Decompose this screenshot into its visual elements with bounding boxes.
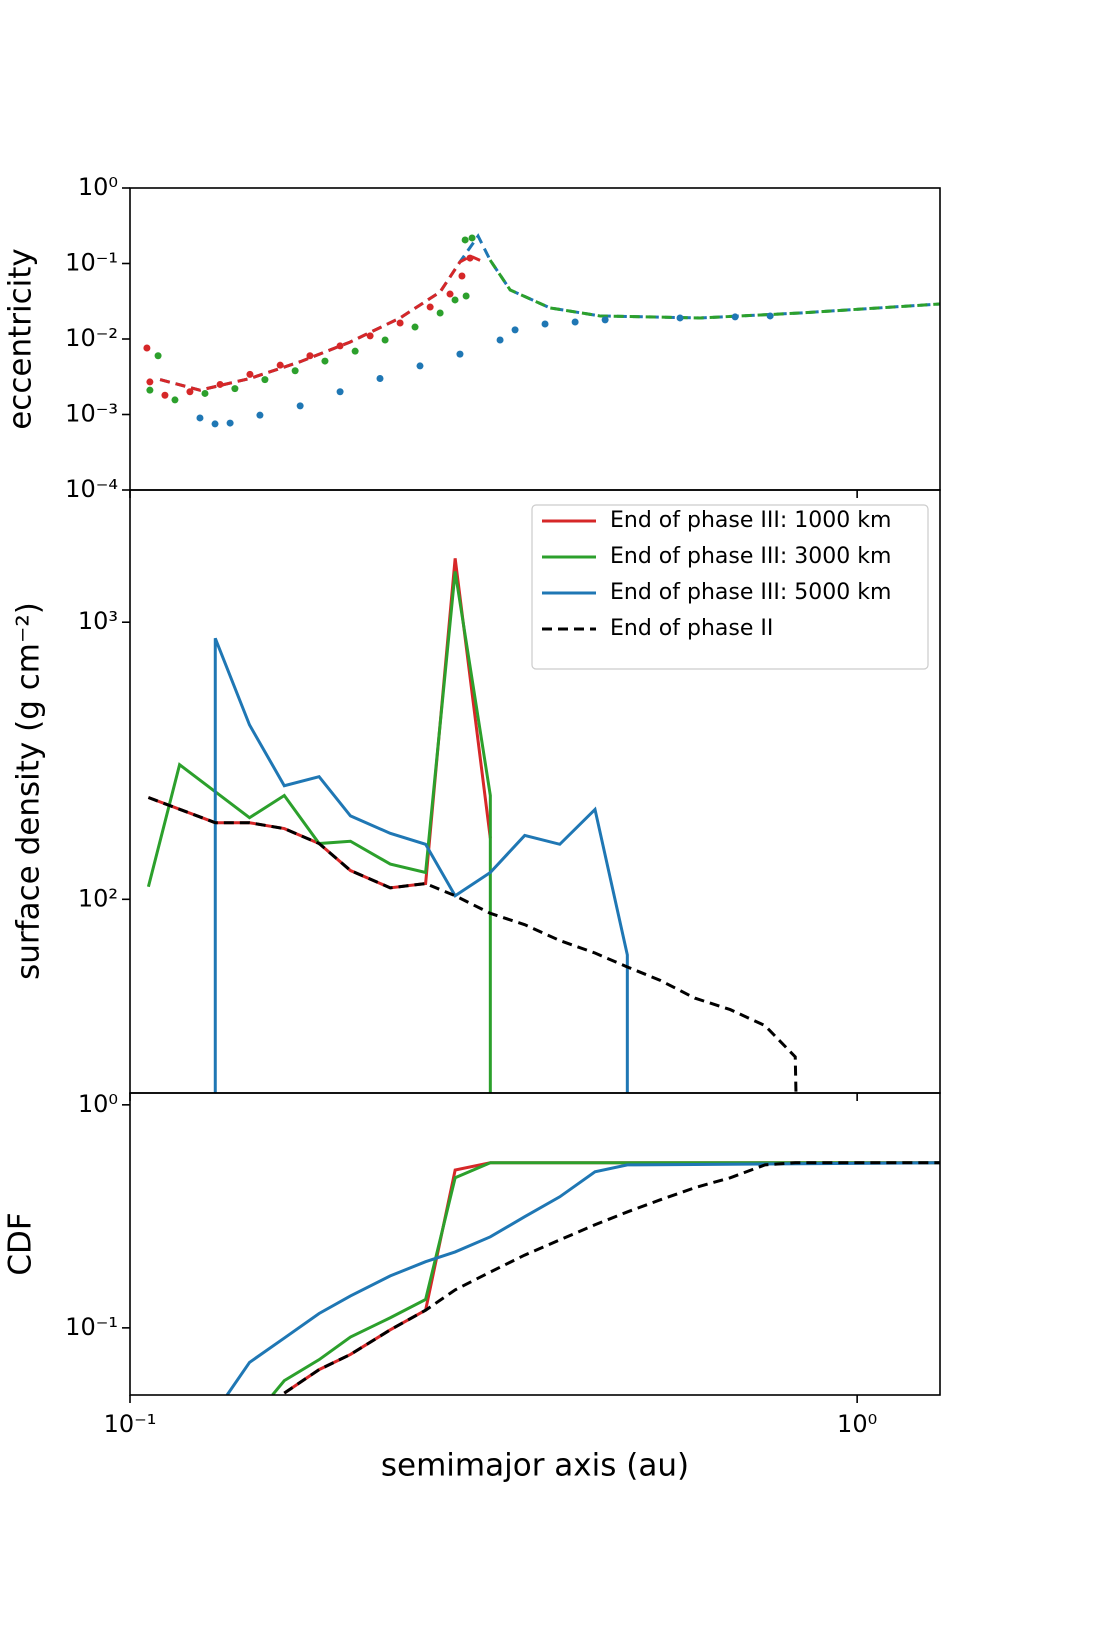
legend-label: End of phase II — [610, 616, 773, 641]
data-point — [161, 391, 169, 399]
data-point — [458, 272, 466, 280]
series-line — [159, 254, 481, 392]
y-axis-label: surface density (g cm⁻²) — [11, 602, 47, 980]
y-tick-label: 10⁻¹ — [65, 249, 118, 277]
data-point — [296, 402, 304, 410]
data-point — [154, 352, 162, 360]
data-point — [366, 332, 374, 340]
plot-area — [225, 1161, 940, 1395]
data-point — [261, 376, 269, 384]
data-point — [201, 389, 209, 397]
series-line — [225, 1161, 940, 1395]
y-tick-label: 10⁻⁴ — [65, 475, 118, 503]
data-point — [496, 336, 504, 344]
data-point — [146, 386, 154, 394]
x-tick-label: 10⁰ — [837, 1410, 877, 1438]
y-tick-label: 10⁻² — [65, 324, 118, 352]
data-point — [541, 320, 549, 328]
data-point — [143, 344, 151, 352]
data-point — [571, 318, 579, 326]
series-line — [159, 233, 940, 392]
data-point — [306, 352, 314, 360]
data-point — [511, 326, 519, 334]
data-point — [171, 396, 179, 404]
axes-frame — [129, 187, 941, 491]
data-point — [456, 350, 464, 358]
data-point — [216, 380, 224, 388]
plot-area — [143, 233, 940, 428]
data-point — [146, 378, 154, 386]
y-tick-label: 10³ — [78, 607, 118, 635]
y-tick-label: 10⁰ — [78, 173, 118, 201]
y-tick-label: 10⁰ — [78, 1090, 118, 1118]
y-axis-label: eccentricity — [3, 248, 39, 430]
data-point — [731, 313, 739, 321]
data-point — [186, 388, 194, 396]
series-line — [283, 1161, 940, 1395]
series-line — [271, 1161, 940, 1395]
data-point — [436, 309, 444, 317]
y-axis-label: CDF — [3, 1212, 39, 1275]
data-point — [231, 385, 239, 393]
data-point — [461, 236, 469, 244]
legend-label: End of phase III: 1000 km — [610, 508, 891, 533]
data-point — [411, 323, 419, 331]
data-point — [416, 362, 424, 370]
data-point — [321, 357, 329, 365]
data-point — [466, 254, 474, 262]
x-axis-label: semimajor axis (au) — [381, 1448, 689, 1484]
data-point — [426, 303, 434, 311]
legend-label: End of phase III: 3000 km — [610, 544, 891, 569]
y-tick-label: 10⁻³ — [65, 400, 118, 428]
series-line — [147, 796, 798, 1093]
data-point — [601, 316, 609, 324]
data-point — [676, 314, 684, 322]
plot-area — [146, 558, 798, 1093]
data-point — [451, 296, 459, 304]
legend-label: End of phase III: 5000 km — [610, 580, 891, 605]
data-point — [766, 312, 774, 320]
data-point — [396, 319, 404, 327]
data-point — [336, 388, 344, 396]
data-point — [462, 292, 470, 300]
data-point — [246, 370, 254, 378]
series-line — [213, 637, 629, 1093]
data-point — [196, 414, 204, 422]
data-point — [226, 419, 234, 427]
x-tick-label: 10⁻¹ — [104, 1410, 157, 1438]
y-tick-label: 10² — [78, 884, 118, 912]
data-point — [446, 290, 454, 298]
series-line — [488, 259, 940, 320]
series-line — [283, 1161, 940, 1395]
data-point — [211, 420, 219, 428]
data-point — [468, 234, 476, 242]
series-line — [146, 571, 492, 1093]
data-point — [336, 342, 344, 350]
y-tick-label: 10⁻¹ — [65, 1313, 118, 1341]
data-point — [276, 361, 284, 369]
data-point — [291, 367, 299, 375]
data-point — [256, 411, 264, 419]
data-point — [376, 374, 384, 382]
axes-frame — [129, 1092, 941, 1396]
legend-box — [531, 504, 929, 670]
data-point — [351, 347, 359, 355]
data-point — [381, 336, 389, 344]
